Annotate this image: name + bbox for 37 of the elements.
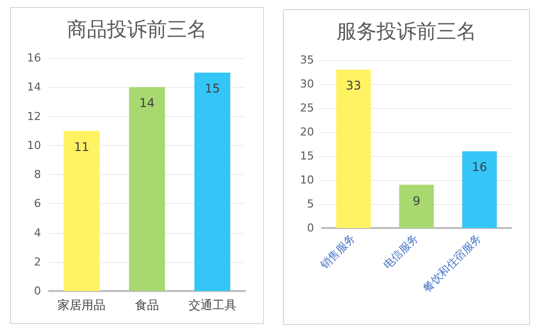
y-tick-label: 25 (300, 102, 314, 114)
chart-title: 商品投诉前三名 (67, 17, 207, 41)
data-label: 9 (412, 194, 420, 208)
y-tick-label: 10 (300, 174, 314, 186)
bar (194, 72, 230, 291)
y-tick-label: 16 (27, 52, 41, 64)
y-tick-label: 5 (307, 198, 314, 210)
y-tick-label: 12 (27, 110, 41, 123)
y-tick-label: 10 (27, 138, 41, 152)
x-tick-label: 家居用品 (58, 298, 106, 312)
chart-title: 服务投诉前三名 (336, 19, 476, 43)
y-tick-label: 30 (300, 78, 314, 90)
y-tick-label: 15 (300, 150, 314, 162)
x-tick-label: 食品 (135, 298, 159, 312)
data-label: 16 (472, 160, 488, 174)
data-label: 33 (346, 78, 362, 93)
bar (336, 70, 371, 228)
y-tick-label: 14 (27, 80, 41, 94)
x-tick-label: 交通工具 (188, 298, 236, 312)
y-tick-label: 0 (34, 284, 41, 298)
y-tick-label: 6 (34, 197, 41, 210)
x-tick-label: 餐饮和住宿服务 (420, 231, 484, 296)
y-tick-label: 20 (300, 126, 314, 138)
bar (129, 87, 165, 291)
bar (64, 130, 100, 291)
data-label: 14 (139, 96, 155, 110)
data-label: 11 (74, 140, 90, 154)
data-label: 15 (204, 82, 220, 96)
y-tick-label: 4 (34, 226, 41, 240)
x-tick-label: 电信服务 (380, 231, 422, 272)
x-tick-label: 销售服务 (317, 231, 358, 272)
y-tick-label: 8 (34, 168, 41, 181)
y-tick-label: 0 (307, 222, 314, 234)
bar (399, 184, 434, 228)
bar (462, 151, 497, 228)
y-tick-label: 2 (34, 255, 41, 268)
y-tick-label: 35 (300, 54, 314, 66)
